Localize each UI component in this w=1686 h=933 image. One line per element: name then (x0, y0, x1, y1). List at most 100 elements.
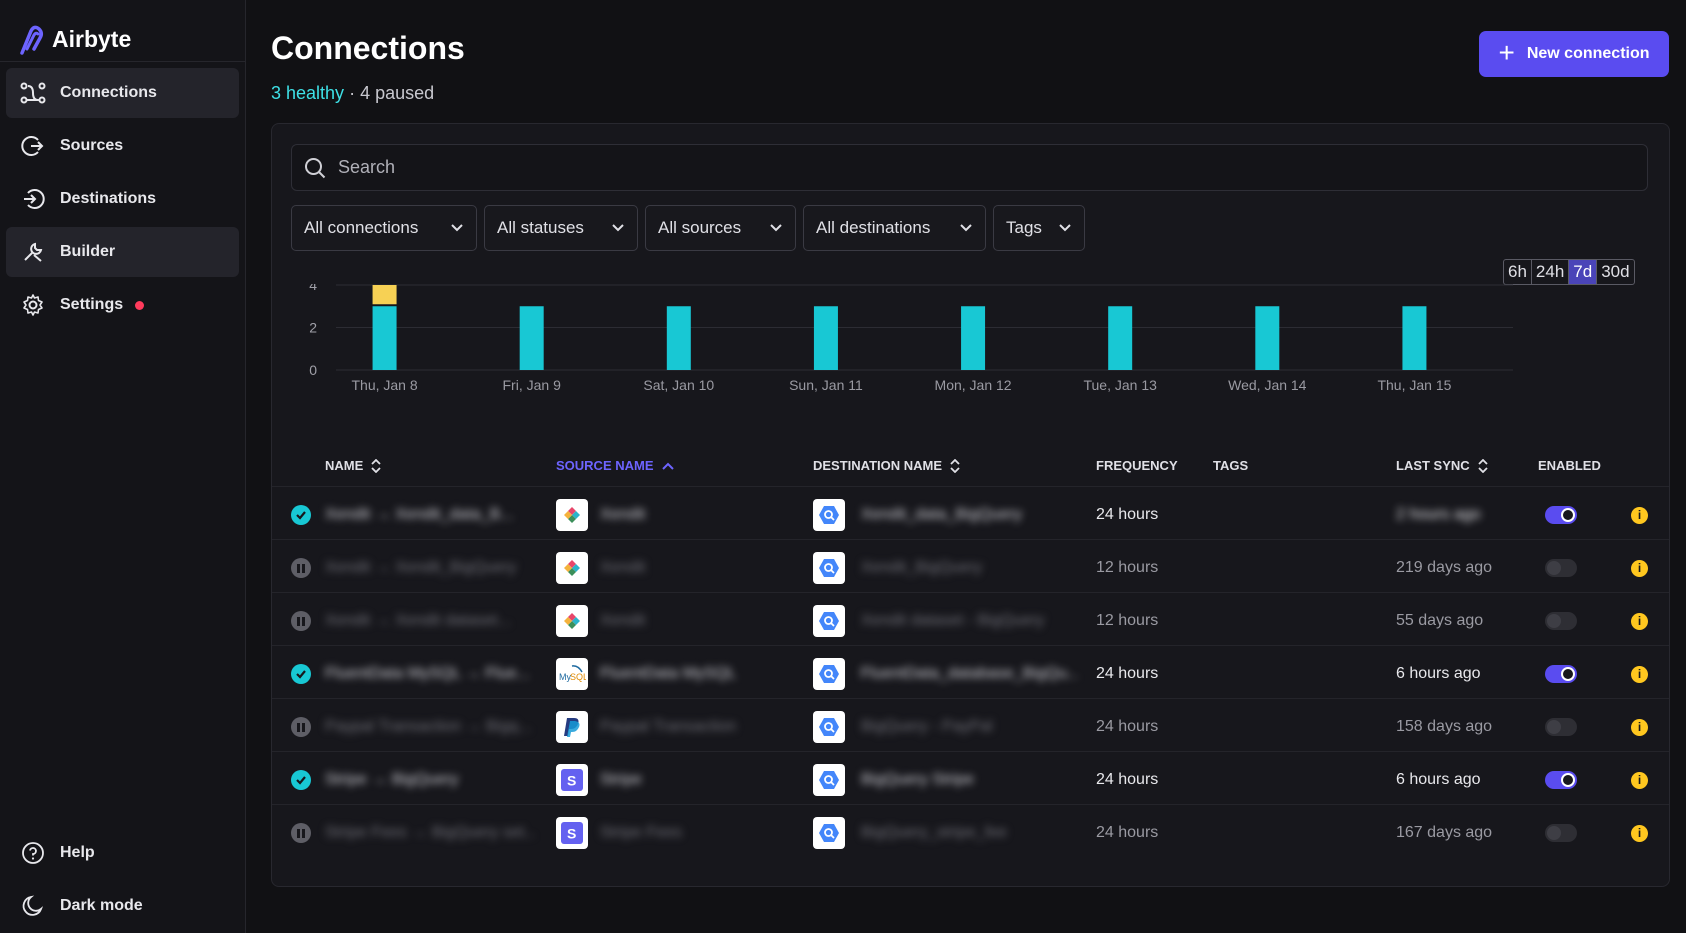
filter-tags[interactable]: Tags (993, 205, 1085, 251)
column-name[interactable]: NAME (325, 458, 381, 473)
status-cell (291, 540, 315, 596)
paused-count: 4 paused (360, 83, 435, 103)
info-icon[interactable]: i (1631, 718, 1648, 736)
enabled-cell (1545, 487, 1585, 543)
column-source-name[interactable]: SOURCE NAME (556, 458, 674, 473)
paypal-logo (556, 711, 588, 743)
sidebar-item-destinations[interactable]: Destinations (6, 174, 239, 224)
sidebar-item-dark-mode[interactable]: Dark mode (6, 881, 239, 931)
info-icon[interactable]: i (1631, 665, 1648, 683)
frequency: 12 hours (1096, 559, 1159, 576)
sidebar-item-builder[interactable]: Builder (6, 227, 239, 277)
sidebar: Airbyte Connections Sources Destinations… (0, 0, 246, 933)
source-name: Paypal Transaction (600, 718, 737, 735)
enabled-toggle[interactable] (1545, 771, 1577, 789)
table-row[interactable]: Xendit → Xendit_data_B... Xendit Xendit_da… (272, 486, 1669, 539)
bar-synced[interactable] (666, 306, 691, 370)
enabled-toggle[interactable] (1545, 506, 1577, 524)
source-name: Stripe (600, 771, 642, 788)
connection-name[interactable]: FluentData MySQL → Flue... (325, 665, 530, 682)
status-paused-icon (291, 823, 311, 843)
table-row[interactable]: FluentData MySQL → Flue... My SQL FluentDat… (272, 645, 1669, 698)
enabled-toggle[interactable] (1545, 665, 1577, 683)
xendit-logo (556, 499, 588, 531)
info-icon[interactable]: i (1631, 506, 1648, 524)
destination-name: Xendit_data_BigQuery (861, 506, 1022, 523)
bar-synced[interactable] (372, 306, 397, 370)
destination-name: Xendit_BigQuery (861, 559, 982, 576)
table-row[interactable]: Stripe → BigQuery S Stripe BigQuery Stripe 2… (272, 751, 1669, 804)
table-row[interactable]: Xendit → Xendit_BigQuery Xendit Xendit_Big… (272, 539, 1669, 592)
enabled-toggle[interactable] (1545, 718, 1577, 736)
chevron-down-icon (960, 224, 972, 232)
tags-cell (1213, 540, 1363, 596)
connection-name[interactable]: Xendit → Xendit_BigQuery (325, 559, 517, 576)
connection-name[interactable]: Paypal Transaction → Bigq... (325, 718, 532, 735)
sidebar-item-help[interactable]: Help (6, 828, 239, 878)
range-6h[interactable]: 6h (1504, 260, 1532, 284)
y-tick-label: 2 (309, 320, 317, 336)
x-tick-label: Tue, Jan 13 (1083, 377, 1157, 393)
bar-synced[interactable] (813, 306, 838, 370)
column-tags: TAGS (1213, 458, 1248, 473)
filter-statuses[interactable]: All statuses (484, 205, 638, 251)
source-cell: S Stripe (556, 752, 776, 808)
table-row[interactable]: Stripe Fees → BigQuery set... S Stripe Fee… (272, 804, 1669, 857)
source-cell: Xendit (556, 593, 776, 649)
gear-icon (20, 292, 46, 318)
bar-synced[interactable] (519, 306, 544, 370)
connection-name[interactable]: Stripe Fees → BigQuery set... (325, 824, 535, 841)
info-icon[interactable]: i (1631, 824, 1648, 842)
connection-name[interactable]: Stripe → BigQuery (325, 771, 459, 788)
status-cell (291, 699, 315, 755)
sidebar-item-settings[interactable]: Settings (6, 280, 239, 330)
new-connection-label: New connection (1526, 45, 1650, 62)
info-icon[interactable]: i (1631, 559, 1648, 577)
frequency: 24 hours (1096, 665, 1159, 682)
filter-label: All destinations (816, 218, 931, 237)
table-row[interactable]: Xendit → Xendit dataset... Xendit Xendit d… (272, 592, 1669, 645)
status-healthy-icon (291, 770, 311, 790)
connection-name[interactable]: Xendit → Xendit dataset... (325, 612, 511, 629)
sidebar-item-sources[interactable]: Sources (6, 121, 239, 171)
info-icon[interactable]: i (1631, 612, 1648, 630)
chevron-down-icon (612, 224, 624, 232)
bar-other[interactable] (372, 285, 397, 305)
filter-destinations[interactable]: All destinations (803, 205, 986, 251)
x-tick-label: Thu, Jan 15 (1377, 377, 1451, 393)
sidebar-item-label: Help (60, 844, 95, 861)
column-destination-name[interactable]: DESTINATION NAME (813, 458, 960, 473)
filter-label: Tags (1006, 218, 1042, 237)
status-cell (291, 752, 315, 808)
new-connection-button[interactable]: + New connection (1479, 31, 1669, 77)
bar-synced[interactable] (1402, 306, 1427, 370)
filter-connections[interactable]: All connections (291, 205, 477, 251)
frequency: 12 hours (1096, 612, 1159, 629)
range-30d[interactable]: 30d (1601, 262, 1630, 281)
bar-synced[interactable] (961, 306, 986, 370)
destination-cell: BigQuery Stripe (813, 752, 1078, 808)
enabled-toggle[interactable] (1545, 824, 1577, 842)
filter-sources[interactable]: All sources (645, 205, 796, 251)
bar-synced[interactable] (1255, 306, 1280, 370)
x-tick-label: Fri, Jan 9 (503, 377, 562, 393)
svg-text:My: My (559, 672, 571, 682)
app-logo[interactable]: Airbyte (0, 0, 245, 62)
sort-icon (371, 458, 381, 473)
table-row[interactable]: Paypal Transaction → Bigq... Paypal Trans… (272, 698, 1669, 751)
x-tick-label: Sun, Jan 11 (789, 377, 863, 393)
source-cell: Paypal Transaction (556, 699, 776, 755)
range-24h[interactable]: 24h (1532, 260, 1570, 284)
range-7d[interactable]: 7d (1569, 260, 1598, 284)
column-last-sync[interactable]: LAST SYNC (1396, 458, 1488, 473)
sidebar-item-connections[interactable]: Connections (6, 68, 239, 118)
bar-synced[interactable] (1108, 306, 1133, 370)
enabled-toggle[interactable] (1545, 559, 1577, 577)
healthy-count[interactable]: 3 healthy (271, 83, 345, 103)
info-cell: i (1631, 646, 1651, 702)
info-icon[interactable]: i (1631, 771, 1648, 789)
enabled-toggle[interactable] (1545, 612, 1577, 630)
search-input[interactable]: Search (291, 144, 1648, 191)
connection-name[interactable]: Xendit → Xendit_data_B... (325, 506, 514, 523)
filter-bar: All connections All statuses All sources… (291, 205, 1085, 251)
